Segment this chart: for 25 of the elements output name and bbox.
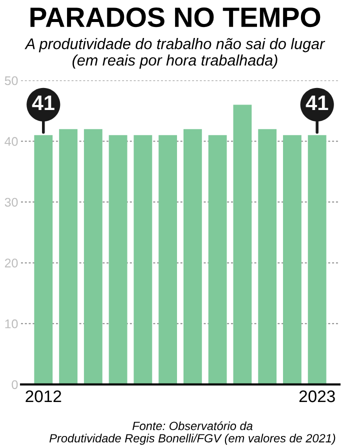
- chart-title: PARADOS NO TEMPO: [30, 7, 320, 28]
- bar: [59, 129, 78, 384]
- bar: [108, 135, 128, 384]
- bar: [258, 129, 277, 384]
- y-tick-label: 20: [4, 258, 18, 268]
- x-tick-label: 2023: [299, 390, 335, 402]
- data-label: 41: [32, 96, 54, 110]
- source-note: Fonte: Observatório da Produtividade Regis Bonelli/FGV (em valores de 2021): [49, 421, 336, 445]
- y-tick-label: 0: [12, 380, 18, 390]
- y-tick-label: 10: [5, 319, 18, 328]
- data-label: 41: [306, 96, 328, 110]
- y-tick-label: 50: [4, 76, 18, 86]
- bar: [308, 135, 326, 384]
- bar: [34, 135, 53, 384]
- bar: [134, 135, 152, 384]
- bar: [208, 135, 227, 384]
- chart-subtitle: A produtividade do trabalho não sai do lugar (em reais por hora trabalhada): [24, 38, 326, 69]
- bar: [183, 129, 202, 384]
- y-tick-label: 40: [4, 137, 18, 146]
- bar: [283, 135, 302, 384]
- bar: [84, 129, 102, 384]
- y-tick-label: 30: [4, 198, 18, 207]
- x-tick-label: 2012: [26, 390, 62, 402]
- bar: [158, 135, 178, 384]
- bar: [233, 104, 252, 384]
